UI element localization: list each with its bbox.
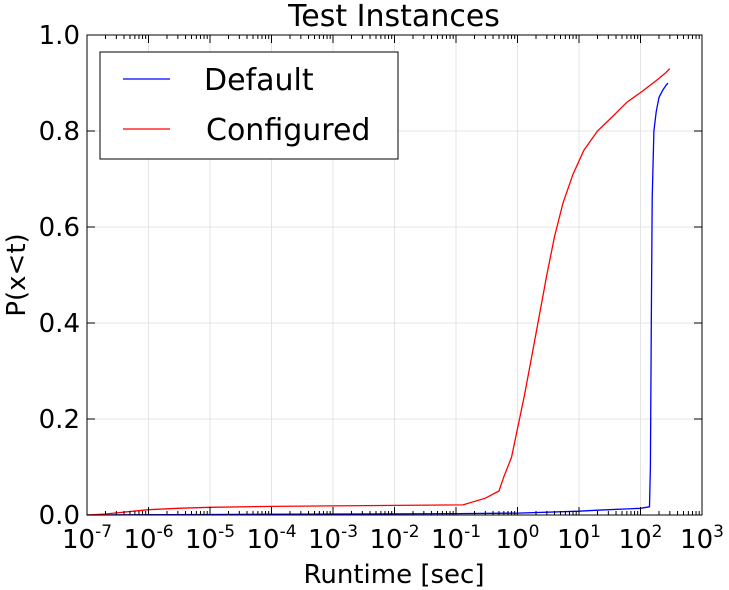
x-tick-label: 10-4 [246,522,296,555]
chart-title: Test Instances [287,0,500,34]
series-line-configured [86,68,671,516]
y-tick-label: 0.2 [39,405,80,435]
y-tick-label: 0.6 [39,213,80,243]
ticks: 10-7 10-6 10-5 10-4 10-3 10-2 10-1 100 101 102 103… [39,21,724,555]
x-tick-label: 10-7 [62,522,112,555]
series-layer [86,68,671,516]
x-tick-label: 10-6 [123,522,173,555]
y-tick-label: 0.0 [39,501,80,531]
legend-box [99,51,399,160]
x-axis-label: Runtime [sec] [304,560,485,590]
x-tick-label: 103 [680,522,724,555]
x-tick-label: 10-2 [369,522,419,555]
x-tick-label: 10-5 [185,522,235,555]
x-tick-label: 100 [496,522,540,555]
x-tick-label: 10-3 [308,522,358,555]
legend-label-default: Default [204,63,314,98]
series-line-default [86,82,669,516]
x-tick-label: 10-1 [431,522,481,555]
y-tick-label: 0.4 [39,309,80,339]
x-tick-label: 102 [619,522,663,555]
y-tick-label: 0.8 [39,117,80,147]
x-tick-label: 101 [557,522,601,555]
y-axis-label: P(x<t) [2,233,32,316]
legend: Default Configured [99,51,399,160]
legend-label-configured: Configured [206,113,370,148]
y-tick-label: 1.0 [39,21,80,51]
